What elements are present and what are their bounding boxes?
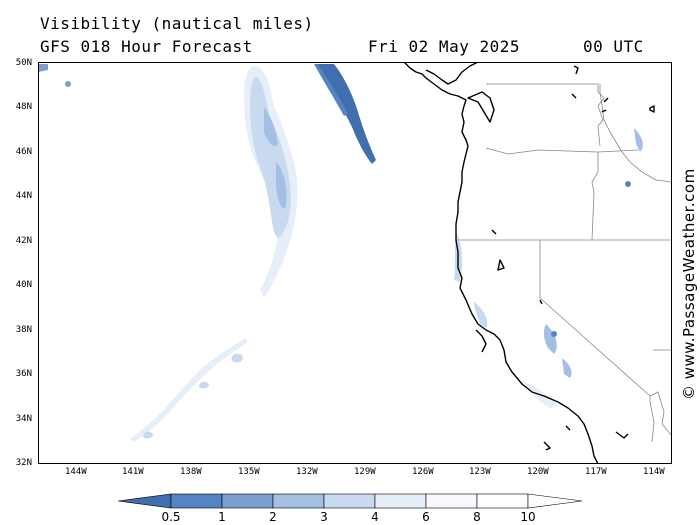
colorbar-seg-8 (527, 493, 583, 509)
lon-label-135w: 135W (238, 467, 260, 477)
credit-text: © www.PassageWeather.com (680, 168, 698, 400)
lat-label-42n: 42N (15, 236, 32, 246)
colorbar-label-2: 2 (269, 510, 277, 524)
map-frame (38, 62, 672, 464)
fog-inland-3 (634, 128, 643, 152)
lat-label-44n: 44N (15, 191, 32, 201)
visibility-shading (38, 64, 643, 442)
colorbar-label-3: 3 (320, 510, 328, 524)
lon-label-123w: 123W (469, 467, 491, 477)
fog-dot-northwest (65, 81, 71, 87)
colorbar-seg-4 (323, 493, 376, 509)
lat-label-34n: 34N (15, 414, 32, 424)
lon-label-114w: 114W (643, 467, 665, 477)
colorbar-seg-6 (425, 493, 478, 509)
colorbar-label-5: 6 (422, 510, 430, 524)
fog-dot-idaho (625, 181, 631, 187)
lon-label-117w: 117W (585, 467, 607, 477)
state-borders (458, 83, 672, 443)
lat-label-50n: 50N (15, 58, 32, 68)
colorbar-seg-1 (170, 493, 223, 509)
lon-label-141w: 141W (122, 467, 144, 477)
coastline (403, 62, 655, 464)
lon-label-129w: 129W (354, 467, 376, 477)
fog-tendrils-southwest (130, 338, 248, 442)
lon-label-132w: 132W (296, 467, 318, 477)
fog-inland-1 (543, 324, 557, 354)
fog-patch-1 (231, 353, 243, 363)
colorbar-seg-0 (118, 493, 172, 509)
fog-coastal-2 (474, 302, 488, 328)
fog-patch-northwest (38, 64, 48, 72)
lon-label-120w: 120W (527, 467, 549, 477)
colorbar-label-1: 1 (218, 510, 226, 524)
lat-label-32n: 32N (15, 458, 32, 468)
fog-patch-3 (143, 431, 153, 439)
colorbar-label-0: 0.5 (161, 510, 181, 524)
lat-label-36n: 36N (15, 369, 32, 379)
visibility-map (38, 62, 672, 464)
fog-dot-nevada (551, 331, 557, 337)
lat-label-46n: 46N (15, 147, 32, 157)
colorbar-label-7: 10 (520, 510, 536, 524)
colorbar-label-6: 8 (473, 510, 481, 524)
fog-band-western-inner (264, 107, 287, 209)
forecast-time: 00 UTC (583, 37, 644, 56)
fog-inland-2 (562, 358, 572, 378)
fog-strip-edge (314, 64, 348, 116)
lat-label-38n: 38N (15, 325, 32, 335)
forecast-date: Fri 02 May 2025 (368, 37, 520, 56)
fog-patch-2 (199, 381, 209, 389)
colorbar-seg-7 (476, 493, 529, 509)
lon-label-138w: 138W (180, 467, 202, 477)
model-forecast-label: GFS 018 Hour Forecast (40, 37, 253, 56)
lat-label-40n: 40N (15, 280, 32, 290)
colorbar-seg-5 (374, 493, 427, 509)
lat-label-48n: 48N (15, 102, 32, 112)
chart-title: Visibility (nautical miles) (40, 14, 314, 33)
colorbar (118, 493, 583, 509)
colorbar-label-4: 4 (371, 510, 379, 524)
colorbar-seg-2 (221, 493, 274, 509)
colorbar-seg-3 (272, 493, 325, 509)
lon-label-126w: 126W (412, 467, 434, 477)
lon-label-144w: 144W (65, 467, 87, 477)
